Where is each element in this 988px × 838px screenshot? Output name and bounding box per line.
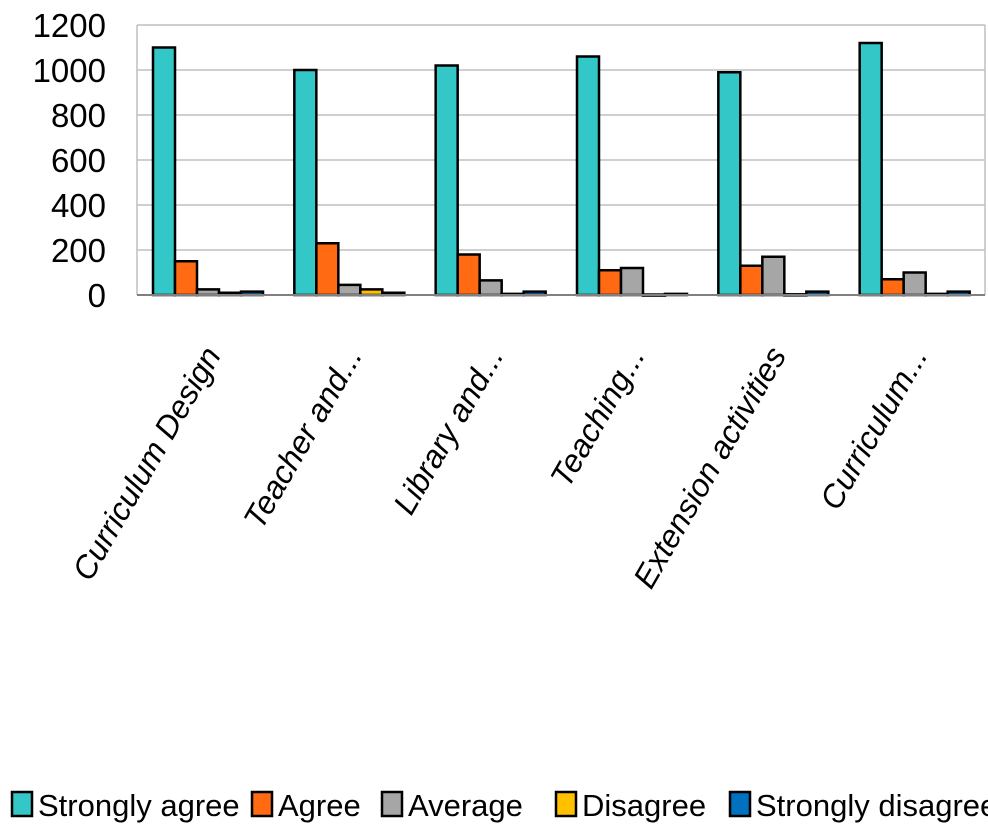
bar-average: [337, 283, 362, 297]
legend-label: Strongly disagree: [756, 788, 988, 823]
y-tick-label: 400: [51, 187, 106, 224]
bar-average: [478, 279, 503, 297]
legend-swatch: [554, 790, 578, 818]
category-label: Curriculum Design: [65, 341, 228, 587]
legend-label: Average: [408, 788, 523, 823]
category-label: Teaching...: [543, 341, 652, 494]
bar-strongly-agree: [717, 71, 742, 297]
legend-swatch: [10, 790, 34, 818]
bar-average: [619, 266, 645, 297]
legend: Strongly agree Agree Average Disagree Strong…: [10, 788, 988, 823]
bar-strongly-agree: [293, 68, 318, 297]
bars: [151, 41, 971, 297]
bar-agree: [739, 264, 764, 297]
bar-average: [902, 271, 927, 297]
category-label: Extension activities: [626, 340, 793, 594]
bar-strongly-agree: [575, 55, 601, 297]
legend-label: Disagree: [582, 788, 706, 823]
y-tick-label: 800: [51, 97, 106, 134]
bar-strongly-agree: [858, 41, 883, 297]
y-tick-label: 1200: [33, 7, 106, 44]
bar-strongly-agree: [151, 46, 177, 297]
category-label: Curriculum...: [813, 341, 935, 516]
y-tick-label: 1000: [33, 52, 106, 89]
bar-average: [761, 255, 786, 297]
y-tick-label: 600: [51, 142, 106, 179]
category-labels: Curriculum Design Teacher and... Library a…: [65, 340, 934, 594]
gridlines: [136, 24, 986, 295]
legend-swatch: [250, 790, 274, 818]
bar-agree: [315, 242, 340, 297]
legend-swatch: [380, 790, 404, 818]
legend-swatch: [728, 790, 752, 818]
legend-label: Strongly agree: [38, 788, 240, 823]
category-label: Teacher and...: [236, 340, 369, 534]
category-label: Library and...: [386, 341, 511, 521]
bar-agree: [880, 278, 905, 297]
bar-agree: [597, 269, 623, 297]
bar-agree: [456, 253, 481, 297]
y-axis-ticks: 0 200 400 600 800 1000 1200: [33, 7, 106, 314]
y-tick-label: 200: [51, 232, 106, 269]
bar-agree: [173, 260, 199, 297]
bar-strongly-agree: [434, 64, 459, 297]
legend-label: Agree: [278, 788, 361, 823]
y-tick-label: 0: [88, 277, 106, 314]
